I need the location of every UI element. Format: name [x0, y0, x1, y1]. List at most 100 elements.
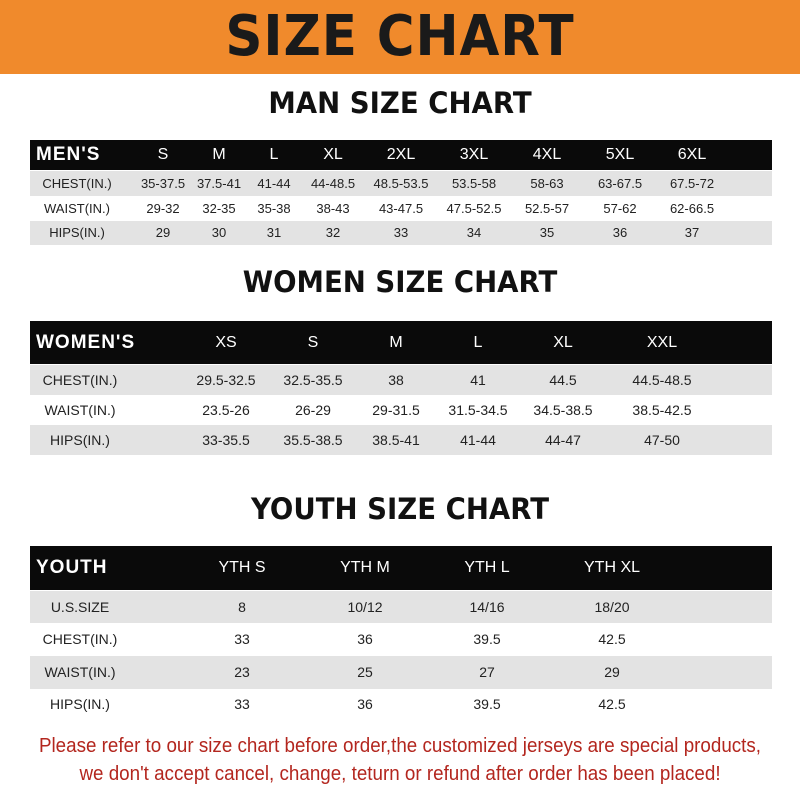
measurement-cell: 35-37.5	[140, 176, 186, 191]
size-column-header: 4XL	[532, 146, 562, 163]
size-column-header: YTH S	[218, 559, 266, 576]
table-row: CHEST(IN.) 33 36 39.5 42.5	[30, 623, 772, 656]
size-column-header: M	[389, 334, 403, 351]
measurement-cell: 38.5-42.5	[632, 402, 692, 418]
measurement-cell: 37.5-41	[196, 176, 242, 191]
table-header-row: WOMEN'S XS S M L XL XXL	[30, 321, 772, 364]
measurement-cell: 33	[234, 696, 250, 712]
size-column-header: XL	[553, 334, 573, 351]
page-title: SIZE CHART	[225, 4, 575, 69]
measurement-cell: 47-50	[644, 432, 680, 448]
measurement-cell: 29	[155, 225, 171, 240]
measurement-cell: 23.5-26	[202, 402, 250, 418]
measurement-cell: 35	[539, 225, 555, 240]
table-row: WAIST(IN.) 29-32 32-35 35-38 38-43 43-47.5 47.…	[30, 196, 772, 221]
size-column-header: L	[473, 334, 483, 351]
measurement-cell: 25	[357, 664, 373, 680]
table-row: CHEST(IN.) 35-37.5 37.5-41 41-44 44-48.5 48.5…	[30, 171, 772, 196]
measurement-cell: 10/12	[347, 599, 383, 615]
measurement-cell: 67.5-72	[669, 176, 715, 191]
measurement-cell: 36	[357, 696, 373, 712]
measurement-cell: 62-66.5	[669, 201, 715, 216]
row-label: WAIST(IN.)	[44, 201, 110, 216]
measurement-cell: 14/16	[469, 599, 505, 615]
measurement-cell: 27	[479, 664, 495, 680]
youth-section-title: YOUTH SIZE CHART	[250, 492, 550, 526]
measurement-cell: 44-47	[545, 432, 581, 448]
measurement-cell: 33-35.5	[202, 432, 250, 448]
row-label: WAIST(IN.)	[44, 402, 116, 418]
row-label: HIPS(IN.)	[50, 432, 110, 448]
women-section-title: WOMEN SIZE CHART	[242, 265, 558, 299]
table-header-label: WOMEN'S	[36, 332, 136, 353]
size-column-header: 6XL	[677, 146, 707, 163]
measurement-cell: 33	[234, 631, 250, 647]
measurement-cell: 41-44	[460, 432, 496, 448]
row-label: CHEST(IN.)	[42, 631, 118, 647]
measurement-cell: 47.5-52.5	[446, 201, 502, 216]
men-section-title: MAN SIZE CHART	[268, 86, 532, 120]
measurement-cell: 29	[604, 664, 620, 680]
table-row: WAIST(IN.) 23 25 27 29	[30, 656, 772, 689]
table-row: HIPS(IN.) 33-35.5 35.5-38.5 38.5-41 41-44 44-…	[30, 425, 772, 455]
measurement-cell: 32.5-35.5	[283, 372, 343, 388]
row-label: WAIST(IN.)	[44, 664, 116, 680]
measurement-cell: 39.5	[473, 631, 501, 647]
measurement-cell: 36	[357, 631, 373, 647]
row-label: HIPS(IN.)	[49, 225, 105, 240]
measurement-cell: 32-35	[202, 201, 236, 216]
measurement-cell: 58-63	[530, 176, 564, 191]
size-column-header: XL	[323, 146, 343, 163]
table-header-label: YOUTH	[36, 557, 108, 578]
measurement-cell: 44.5-48.5	[632, 372, 692, 388]
size-column-header: 5XL	[605, 146, 635, 163]
measurement-cell: 8	[238, 599, 246, 615]
measurement-cell: 18/20	[594, 599, 630, 615]
measurement-cell: 32	[325, 225, 341, 240]
size-column-header: YTH L	[464, 559, 510, 576]
footer-notice-line-2: we don't accept cancel, change, teturn o…	[79, 763, 721, 785]
measurement-cell: 42.5	[598, 631, 626, 647]
row-label: U.S.SIZE	[50, 599, 110, 615]
measurement-cell: 36	[612, 225, 628, 240]
measurement-cell: 48.5-53.5	[373, 176, 429, 191]
size-column-header: L	[269, 146, 279, 163]
measurement-cell: 63-67.5	[597, 176, 643, 191]
size-column-header: S	[157, 146, 169, 163]
measurement-cell: 34	[466, 225, 482, 240]
measurement-cell: 43-47.5	[378, 201, 424, 216]
table-row: HIPS(IN.) 33 36 39.5 42.5	[30, 689, 772, 720]
measurement-cell: 41	[470, 372, 486, 388]
size-column-header: M	[212, 146, 226, 163]
measurement-cell: 29-31.5	[372, 402, 420, 418]
measurement-cell: 29-32	[146, 201, 180, 216]
size-column-header: XXL	[646, 334, 678, 351]
row-label: CHEST(IN.)	[42, 372, 118, 388]
measurement-cell: 29.5-32.5	[196, 372, 256, 388]
table-row: CHEST(IN.) 29.5-32.5 32.5-35.5 38 41 44.5 44.5…	[30, 365, 772, 395]
footer-notice-line-1: Please refer to our size chart before or…	[38, 735, 762, 757]
row-label: CHEST(IN.)	[42, 176, 112, 191]
measurement-cell: 38.5-41	[372, 432, 420, 448]
size-column-header: YTH M	[340, 559, 390, 576]
measurement-cell: 53.5-58	[451, 176, 497, 191]
table-header-label: MEN'S	[36, 144, 101, 165]
measurement-cell: 35.5-38.5	[283, 432, 343, 448]
table-row: U.S.SIZE 8 10/12 14/16 18/20	[30, 591, 772, 623]
size-column-header: XS	[215, 334, 237, 351]
measurement-cell: 31	[266, 225, 282, 240]
measurement-cell: 23	[234, 664, 250, 680]
measurement-cell: 26-29	[295, 402, 331, 418]
measurement-cell: 33	[393, 225, 409, 240]
measurement-cell: 57-62	[603, 201, 637, 216]
row-label: HIPS(IN.)	[50, 696, 110, 712]
measurement-cell: 34.5-38.5	[533, 402, 593, 418]
table-header-row: MEN'S S M L XL 2XL 3XL 4XL 5XL 6XL	[30, 140, 772, 170]
measurement-cell: 42.5	[598, 696, 626, 712]
measurement-cell: 38-43	[316, 201, 350, 216]
size-column-header: S	[307, 334, 319, 351]
measurement-cell: 31.5-34.5	[448, 402, 508, 418]
measurement-cell: 39.5	[473, 696, 501, 712]
table-row: HIPS(IN.) 29 30 31 32 33 34 35 36 37	[30, 221, 772, 245]
table-row: WAIST(IN.) 23.5-26 26-29 29-31.5 31.5-34.5 34…	[30, 395, 772, 425]
